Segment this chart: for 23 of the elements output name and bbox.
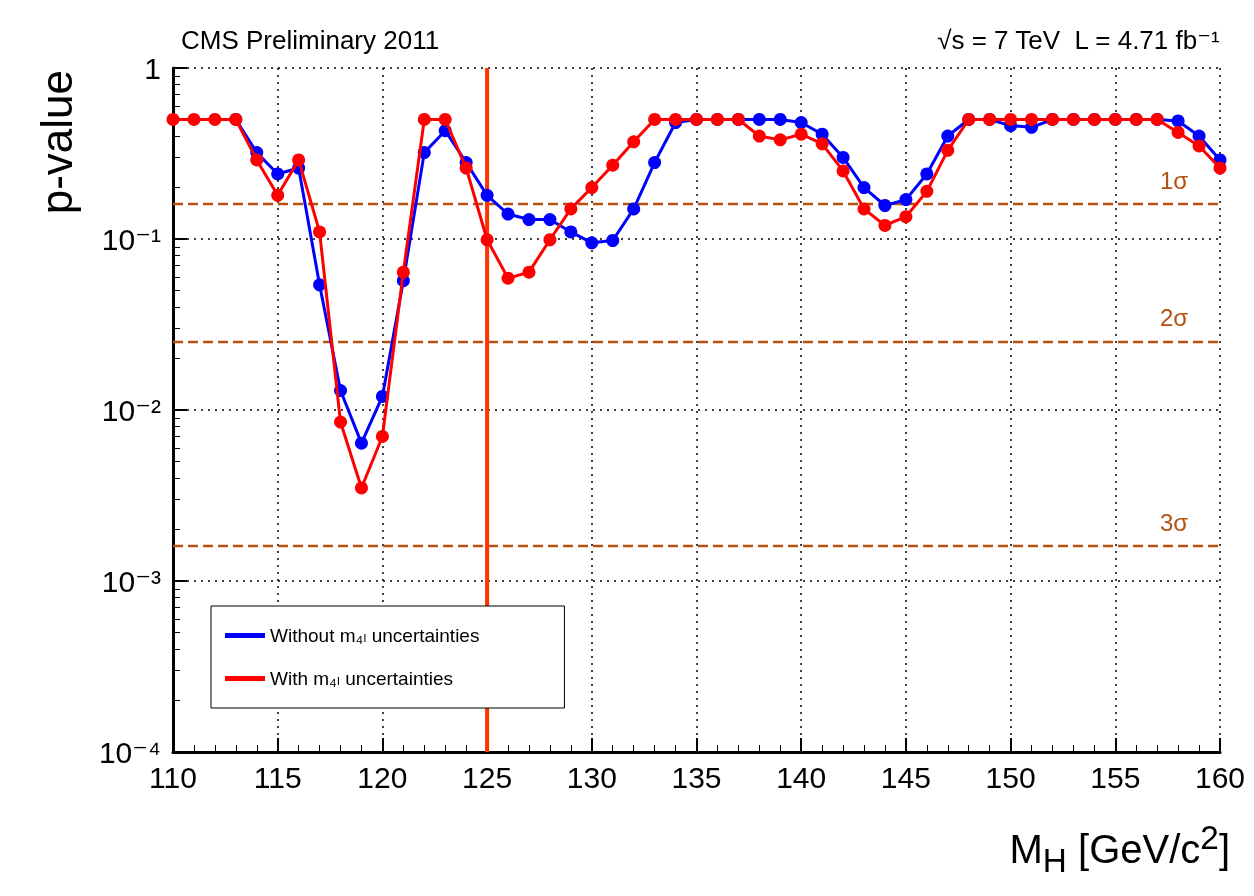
x-tick-label: 135 (671, 760, 722, 794)
y-tick-label: 1 (144, 51, 161, 85)
x-tick-label: 115 (253, 760, 302, 794)
x-tick-label: 130 (566, 760, 617, 794)
legend-label: Without m₄ₗ uncertainties (270, 625, 480, 646)
x-tick-label: 155 (1090, 760, 1141, 794)
x-tick-label: 160 (1194, 760, 1246, 794)
chart-subtitle: √s = 7 TeV L = 4.71 fb⁻¹ (937, 25, 1220, 55)
x-tick-label: 120 (357, 760, 408, 794)
x-axis-title: M$_{H}$ [GeV/c$^{2}$] (1009, 819, 1230, 880)
legend-label: With m₄ₗ uncertainties (270, 668, 454, 689)
ref-line-label: 2σ (1160, 304, 1189, 332)
y-tick-label: 10⁻¹ (101, 222, 161, 256)
y-tick-label: 10⁻² (101, 393, 161, 427)
ref-line-label: 1σ (1160, 166, 1189, 194)
ref-line-label: 3σ (1160, 508, 1189, 536)
x-tick-label: 140 (776, 760, 827, 794)
x-tick-label: 125 (462, 760, 513, 794)
x-tick-label: 145 (880, 760, 931, 794)
chart-title: CMS Preliminary 2011 (181, 25, 440, 55)
y-tick-label: 10⁻³ (101, 564, 161, 598)
y-axis-title: p-value (31, 70, 81, 215)
x-tick-label: 150 (985, 760, 1036, 794)
